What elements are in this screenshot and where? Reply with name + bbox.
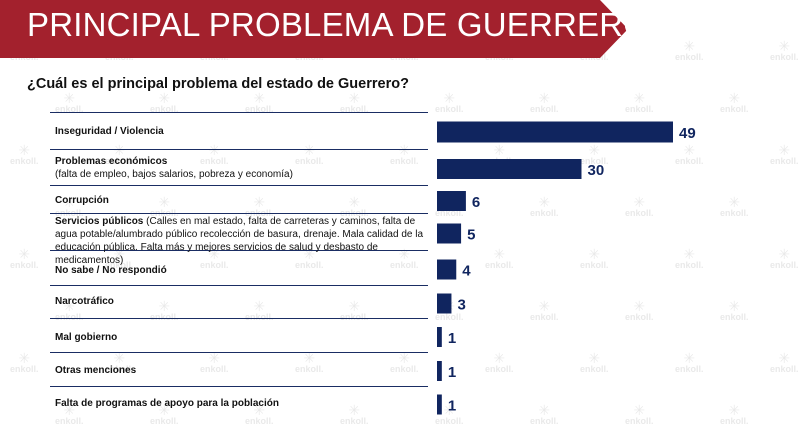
category-label: Narcotráfico [55, 295, 427, 308]
title-banner [0, 0, 628, 58]
row-separator [50, 185, 428, 186]
category-label-detail: (falta de empleo, bajos salarios, pobrez… [55, 169, 293, 180]
bar [437, 259, 457, 280]
category-label: Servicios públicos (Calles en mal estado… [55, 215, 427, 267]
bar [437, 121, 673, 143]
category-label-main: Corrupción [55, 195, 109, 206]
category-label: No sabe / No respondió [55, 264, 427, 277]
row-separator [50, 250, 428, 251]
bar-value-label: 30 [587, 162, 604, 179]
bar-value-label: 5 [467, 227, 475, 244]
category-label-main: Inseguridad / Violencia [55, 126, 164, 137]
category-label-main: Narcotráfico [55, 296, 114, 307]
row-separator [50, 352, 428, 353]
survey-question: ¿Cuál es el principal problema del estad… [27, 76, 409, 92]
row-separator [50, 149, 428, 150]
category-label-main: Otras menciones [55, 365, 137, 376]
bar-value-label: 4 [462, 263, 471, 280]
bar-value-label: 6 [472, 194, 480, 211]
bar [437, 327, 442, 347]
category-label-main: No sabe / No respondió [55, 265, 167, 276]
bar-value-label: 3 [457, 297, 465, 314]
category-label: Mal gobierno [55, 331, 427, 344]
category-label-main: Problemas económicos [55, 156, 168, 167]
bar [437, 191, 466, 211]
category-label-detail: (Calles en mal estado, falta de carreter… [55, 216, 424, 266]
category-label-main: Falta de programas de apoyo para la pobl… [55, 398, 279, 409]
bar [437, 361, 442, 381]
category-label: Problemas económicos (falta de empleo, ba… [55, 155, 427, 181]
row-separator [50, 285, 428, 286]
bar [437, 293, 452, 314]
category-label: Inseguridad / Violencia [55, 125, 427, 138]
category-label-main: Servicios públicos [55, 216, 144, 227]
category-label: Corrupción [55, 194, 427, 207]
row-separator [50, 386, 428, 387]
bar [437, 223, 462, 244]
bar-value-label: 49 [679, 125, 696, 142]
bar [437, 159, 582, 179]
page-title: PRINCIPAL PROBLEMA DE GUERRERO [27, 6, 650, 43]
row-separator [50, 112, 428, 113]
category-label-main: Mal gobierno [55, 332, 118, 343]
bar [437, 394, 442, 415]
bar-value-label: 1 [448, 398, 456, 415]
bar-value-label: 1 [448, 364, 456, 381]
category-label: Otras menciones [55, 364, 427, 377]
row-separator [50, 213, 428, 214]
row-separator [50, 318, 428, 319]
category-label: Falta de programas de apoyo para la pobl… [55, 397, 427, 410]
bar-value-label: 1 [448, 330, 456, 347]
